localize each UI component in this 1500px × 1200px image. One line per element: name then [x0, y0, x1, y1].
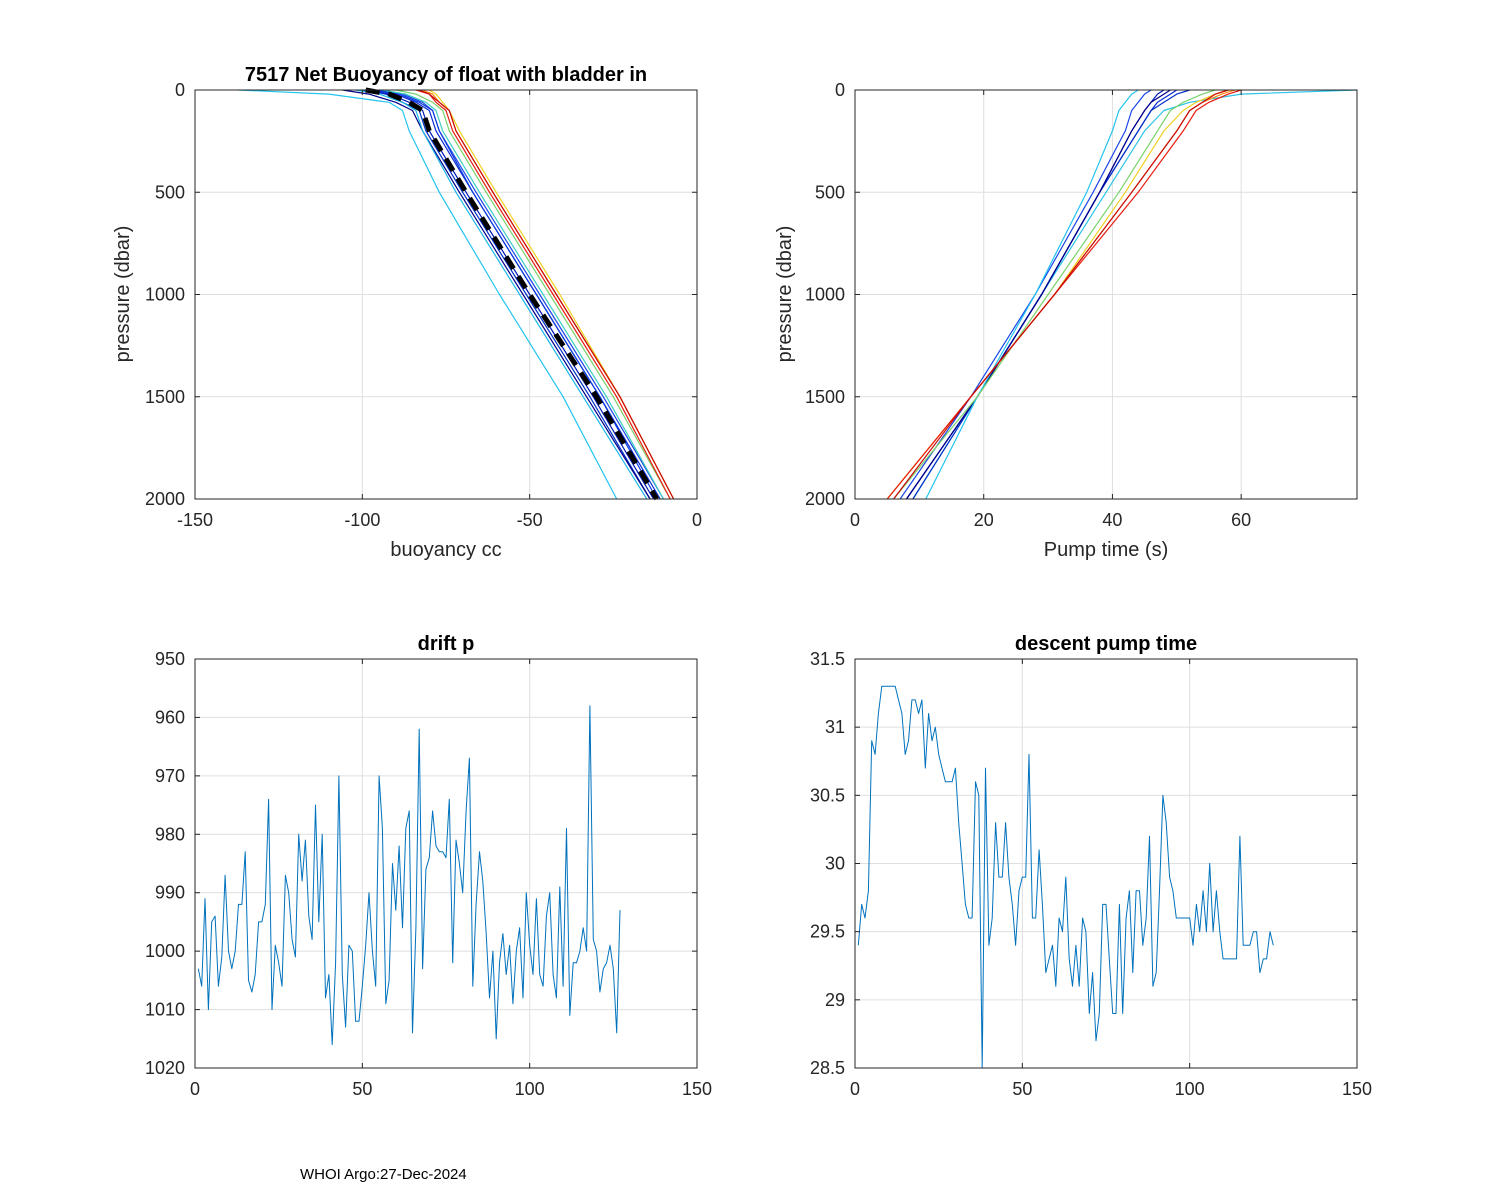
descentpump-ytick-label-0: 28.5: [810, 1058, 845, 1078]
driftp-xtick-label-1: 50: [352, 1079, 372, 1099]
buoyancy-series-profile-red-1: [415, 89, 671, 500]
pumptime-xtick-label-0: 0: [850, 510, 860, 530]
driftp-ytick-label-6: 1010: [145, 1000, 185, 1020]
descentpump-line: [857, 685, 1274, 1069]
buoyancy-series-profile-blue-5: [375, 89, 658, 500]
buoyancy-series-profile-cyan-2: [238, 89, 618, 500]
pumptime-ytick-label-2: 1000: [805, 285, 845, 305]
pumptime-panel: 0 20 40 60 0 500 1000 1500 2000 Pump time (s) pr…: [774, 80, 1358, 561]
buoyancy-ytick-label-2: 1000: [145, 285, 185, 305]
pumptime-series-profile-red-2: [893, 89, 1229, 500]
descentpump-ytick-label-4: 30.5: [810, 785, 845, 805]
driftp-ytick-label-5: 1000: [145, 941, 185, 961]
descentpump-ytick-label-6: 31.5: [810, 649, 845, 669]
driftp-xtick-label-0: 0: [190, 1079, 200, 1099]
driftp-axes-box: [194, 658, 698, 1069]
pumptime-ticks: 0 20 40 60 0 500 1000 1500 2000: [805, 80, 1357, 530]
pumptime-ytick-label-3: 1500: [805, 387, 845, 407]
descentpump-panel: 0 50 100 150 28.5 29 29.5 30 30.5 31 31.5 descent …: [810, 633, 1372, 1099]
buoyancy-panel: -150 -100 -50 0 0 500 1000 1500 2000 7517 Net Bu…: [112, 64, 702, 561]
descentpump-xtick-label-2: 100: [1175, 1079, 1205, 1099]
pumptime-series: [886, 89, 1358, 500]
buoyancy-series-profile-red-2: [418, 89, 675, 500]
descentpump-xtick-label-0: 0: [850, 1079, 860, 1099]
descentpump-xtick-label-3: 150: [1342, 1079, 1372, 1099]
buoyancy-xlabel: buoyancy cc: [390, 539, 501, 561]
buoyancy-xtick-label-3: 0: [692, 510, 702, 530]
buoyancy-ylabel: pressure (dbar): [112, 226, 134, 363]
pumptime-ytick-label-4: 2000: [805, 489, 845, 509]
buoyancy-title: 7517 Net Buoyancy of float with bladder …: [245, 64, 647, 86]
buoyancy-series-profile-yellow: [428, 89, 675, 500]
buoyancy-ytick-label-3: 1500: [145, 387, 185, 407]
pumptime-series-profile-green: [893, 89, 1216, 500]
descentpump-xtick-label-1: 50: [1012, 1079, 1032, 1099]
driftp-ytick-label-7: 1020: [145, 1058, 185, 1078]
pumptime-ylabel: pressure (dbar): [774, 226, 796, 363]
pumptime-xtick-label-3: 60: [1231, 510, 1251, 530]
buoyancy-series: [238, 87, 675, 501]
driftp-xtick-label-2: 100: [515, 1079, 545, 1099]
buoyancy-ytick-label-1: 500: [155, 182, 185, 202]
pumptime-xlabel: Pump time (s): [1044, 539, 1168, 561]
driftp-ytick-label-3: 980: [155, 824, 185, 844]
pumptime-series-profile-blue-3: [899, 89, 1152, 500]
driftp-ytick-label-1: 960: [155, 707, 185, 727]
buoyancy-ytick-label-4: 2000: [145, 489, 185, 509]
buoyancy-xtick-label-0: -150: [177, 510, 213, 530]
driftp-ytick-label-4: 990: [155, 883, 185, 903]
descentpump-title: descent pump time: [1015, 633, 1197, 655]
buoyancy-series-profile-green: [395, 89, 671, 500]
descentpump-ytick-label-1: 29: [825, 990, 845, 1010]
descentpump-ytick-label-3: 30: [825, 854, 845, 874]
buoyancy-series-profile-cyan-1: [355, 89, 648, 500]
buoyancy-ticks: -150 -100 -50 0 0 500 1000 1500 2000: [145, 80, 702, 530]
driftp-line: [197, 705, 621, 1046]
driftp-axes-bg: [195, 659, 697, 1068]
driftp-ticks: 0 50 100 150 950 960 970 980 990 1000 1010 1020: [145, 649, 712, 1099]
descentpump-ticks: 0 50 100 150 28.5 29 29.5 30 30.5 31 31.5: [810, 649, 1372, 1099]
driftp-panel: 0 50 100 150 950 960 970 980 990 1000 1010 1020 dri…: [145, 633, 712, 1099]
pumptime-ytick-label-0: 0: [835, 80, 845, 100]
descentpump-ytick-label-2: 29.5: [810, 922, 845, 942]
buoyancy-xtick-label-1: -100: [344, 510, 380, 530]
pumptime-xtick-label-1: 20: [974, 510, 994, 530]
pumptime-ytick-label-1: 500: [815, 182, 845, 202]
driftp-series: [197, 705, 621, 1046]
driftp-ytick-label-0: 950: [155, 649, 185, 669]
driftp-ytick-label-2: 970: [155, 766, 185, 786]
buoyancy-xtick-label-2: -50: [517, 510, 543, 530]
driftp-xtick-label-3: 150: [682, 1079, 712, 1099]
descentpump-ytick-label-5: 31: [825, 717, 845, 737]
buoyancy-series-mean: [365, 87, 659, 501]
footer-stamp: WHOI Argo:27-Dec-2024: [300, 1166, 467, 1183]
pumptime-series-profile-cyan: [925, 89, 1139, 500]
descentpump-series: [857, 685, 1274, 1069]
buoyancy-ytick-label-0: 0: [175, 80, 185, 100]
pumptime-xtick-label-2: 40: [1102, 510, 1122, 530]
buoyancy-series-profile-teal: [382, 89, 665, 500]
driftp-title: drift p: [418, 633, 475, 655]
